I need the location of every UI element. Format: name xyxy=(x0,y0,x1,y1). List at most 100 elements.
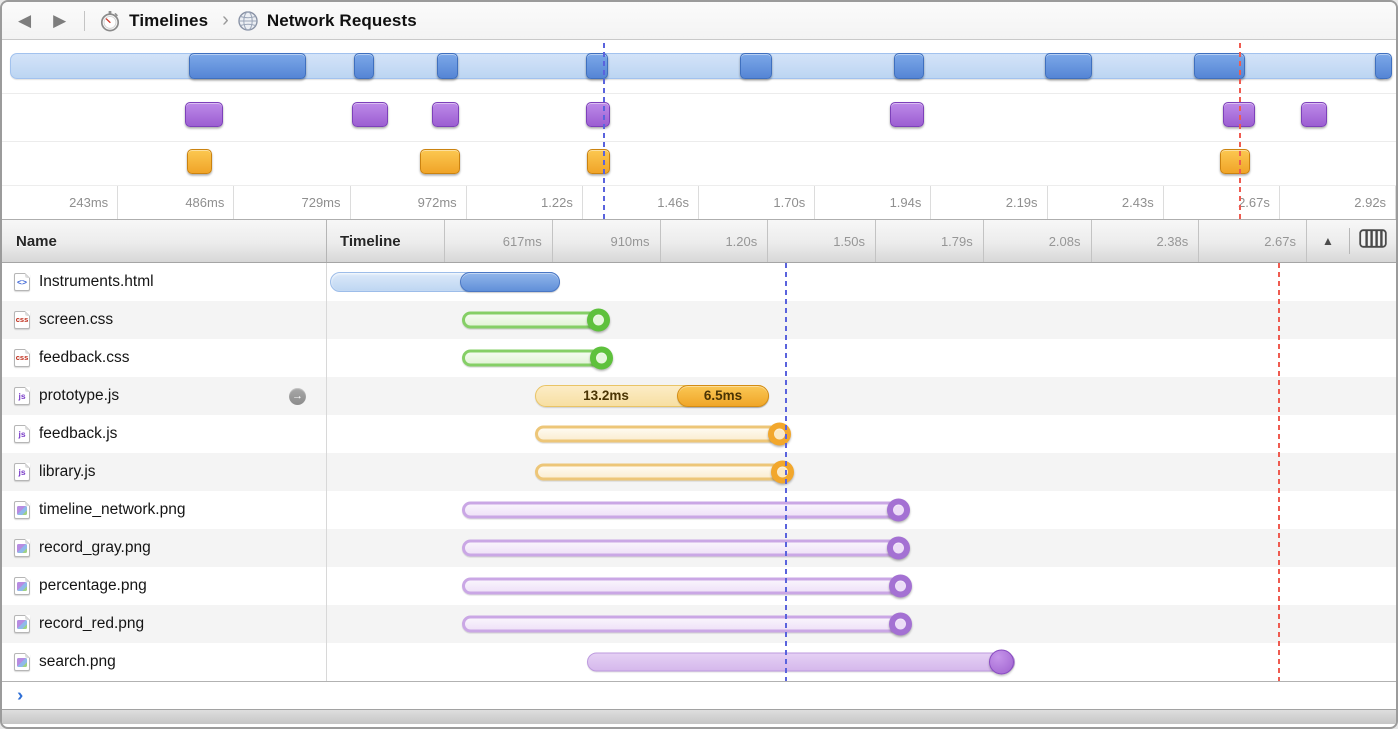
resource-name-cell[interactable]: js library.js xyxy=(2,453,327,491)
scripts-segment[interactable] xyxy=(587,149,610,174)
table-row[interactable]: percentage.png xyxy=(2,567,1396,605)
resource-name: search.png xyxy=(39,653,116,670)
grid-header: Name Timeline 617ms 910ms 1.20s 1.50s 1.79s 2… xyxy=(2,220,1396,263)
network-main-segment[interactable] xyxy=(1194,53,1245,79)
header-tick: 1.20s xyxy=(661,220,769,262)
resource-name-cell[interactable]: js prototype.js → xyxy=(2,377,327,415)
current-time-playhead-body[interactable] xyxy=(785,263,787,681)
network-main-segment[interactable] xyxy=(586,53,608,79)
resource-name-cell[interactable]: <> Instruments.html xyxy=(2,263,327,301)
ruler-tick-label: 1.94s xyxy=(889,195,922,210)
breadcrumb-chevron-icon: › xyxy=(222,9,229,31)
table-row[interactable]: record_gray.png xyxy=(2,529,1396,567)
resources-segment[interactable] xyxy=(1301,102,1327,127)
header-tick: 617ms xyxy=(445,220,553,262)
file-icon-css: css xyxy=(14,349,30,367)
resources-segment[interactable] xyxy=(352,102,388,127)
table-row[interactable]: js library.js xyxy=(2,453,1396,491)
timeline-cell xyxy=(327,415,1396,453)
track-divider xyxy=(2,93,1396,94)
ruler-tick: 1.22s xyxy=(467,186,583,219)
name-column-header[interactable]: Name xyxy=(2,220,327,262)
network-bar[interactable] xyxy=(462,577,900,595)
network-bar[interactable] xyxy=(535,425,779,443)
bar-end-cap xyxy=(589,346,613,370)
network-bar[interactable] xyxy=(535,463,782,481)
header-tick: 1.50s xyxy=(768,220,876,262)
resource-name-cell[interactable]: css screen.css xyxy=(2,301,327,339)
scripts-segment[interactable] xyxy=(1220,149,1250,174)
timeline-overview[interactable]: 243ms 486ms 729ms 972ms 1.22s 1.46s 1.70s 1.94s… xyxy=(2,40,1396,220)
resource-name-cell[interactable]: record_red.png xyxy=(2,605,327,643)
network-main-segment[interactable] xyxy=(354,53,374,79)
network-bar[interactable] xyxy=(462,539,898,557)
breadcrumb-network-requests[interactable]: Network Requests xyxy=(237,10,417,32)
table-row[interactable]: js prototype.js → 13.2ms 6.5ms xyxy=(2,377,1396,415)
columns-settings-button[interactable] xyxy=(1350,220,1396,262)
table-row[interactable]: search.png xyxy=(2,643,1396,681)
header-tick-label: 2.08s xyxy=(1048,233,1081,249)
current-time-playhead[interactable] xyxy=(603,43,605,220)
file-icon-css: css xyxy=(14,311,30,329)
overview-ruler[interactable]: 243ms 486ms 729ms 972ms 1.22s 1.46s 1.70s 1.94s… xyxy=(2,185,1396,219)
bar-dark-segment xyxy=(677,385,769,407)
table-row[interactable]: js feedback.js xyxy=(2,415,1396,453)
network-main-segment[interactable] xyxy=(740,53,772,79)
resource-name-cell[interactable]: js feedback.js xyxy=(2,415,327,453)
network-bar[interactable] xyxy=(462,349,601,367)
network-main-segment[interactable] xyxy=(1045,53,1092,79)
bar-end-cap xyxy=(770,460,794,484)
network-main-segment[interactable] xyxy=(894,53,924,79)
scripts-segment[interactable] xyxy=(420,149,460,174)
ruler-tick-label: 2.92s xyxy=(1354,195,1387,210)
timeline-cell xyxy=(327,643,1396,681)
table-row[interactable]: css screen.css xyxy=(2,301,1396,339)
forward-button[interactable]: ▶ xyxy=(53,11,67,30)
ruler-tick-label: 1.46s xyxy=(657,195,690,210)
resources-segment[interactable] xyxy=(432,102,459,127)
back-button[interactable]: ◀ xyxy=(18,11,32,30)
network-bar[interactable] xyxy=(462,615,900,633)
table-row[interactable]: css feedback.css xyxy=(2,339,1396,377)
resource-name-cell[interactable]: percentage.png xyxy=(2,567,327,605)
resource-name-cell[interactable]: search.png xyxy=(2,643,327,681)
table-row[interactable]: <> Instruments.html xyxy=(2,263,1396,301)
header-tick: 910ms xyxy=(553,220,661,262)
timeline-column-header[interactable]: Timeline xyxy=(327,220,445,262)
header-tick-label: 617ms xyxy=(502,233,542,249)
file-icon-png xyxy=(14,615,30,633)
resource-name: prototype.js xyxy=(39,387,120,404)
bar-end-cap xyxy=(886,536,910,560)
ruler-tick: 1.46s xyxy=(583,186,700,219)
resources-segment[interactable] xyxy=(586,102,610,127)
quick-console[interactable]: › xyxy=(2,681,1396,709)
file-icon-png xyxy=(14,539,30,557)
ruler-tick: 486ms xyxy=(118,186,235,219)
breadcrumb-timelines[interactable]: Timelines xyxy=(99,10,208,32)
scripts-segment[interactable] xyxy=(187,149,212,174)
ruler-tick-label: 2.43s xyxy=(1121,195,1154,210)
network-main-segment[interactable] xyxy=(189,53,306,79)
load-event-marker-body xyxy=(1278,263,1280,681)
resource-name-cell[interactable]: timeline_network.png xyxy=(2,491,327,529)
resources-segment[interactable] xyxy=(890,102,924,127)
breadcrumb-timelines-label: Timelines xyxy=(129,10,209,30)
header-tick-label: 2.67s xyxy=(1264,233,1296,249)
network-main-segment[interactable] xyxy=(1375,53,1392,79)
network-bar[interactable] xyxy=(462,501,898,519)
goto-arrow-icon[interactable]: → xyxy=(289,387,306,405)
network-bar[interactable] xyxy=(462,311,598,329)
header-tick: 2.38s xyxy=(1092,220,1200,262)
rows-container: <> Instruments.html css screen.css css feedba… xyxy=(2,263,1396,681)
resources-segment[interactable] xyxy=(185,102,223,127)
file-icon-png xyxy=(14,653,30,671)
sort-indicator[interactable]: ▲ xyxy=(1307,220,1349,262)
resource-name-cell[interactable]: record_gray.png xyxy=(2,529,327,567)
network-bar[interactable] xyxy=(587,652,1015,672)
window-bottom-edge xyxy=(2,709,1396,724)
network-main-segment[interactable] xyxy=(437,53,458,79)
table-row[interactable]: record_red.png xyxy=(2,605,1396,643)
table-row[interactable]: timeline_network.png xyxy=(2,491,1396,529)
breadcrumb-network-requests-label: Network Requests xyxy=(266,10,417,30)
resource-name-cell[interactable]: css feedback.css xyxy=(2,339,327,377)
